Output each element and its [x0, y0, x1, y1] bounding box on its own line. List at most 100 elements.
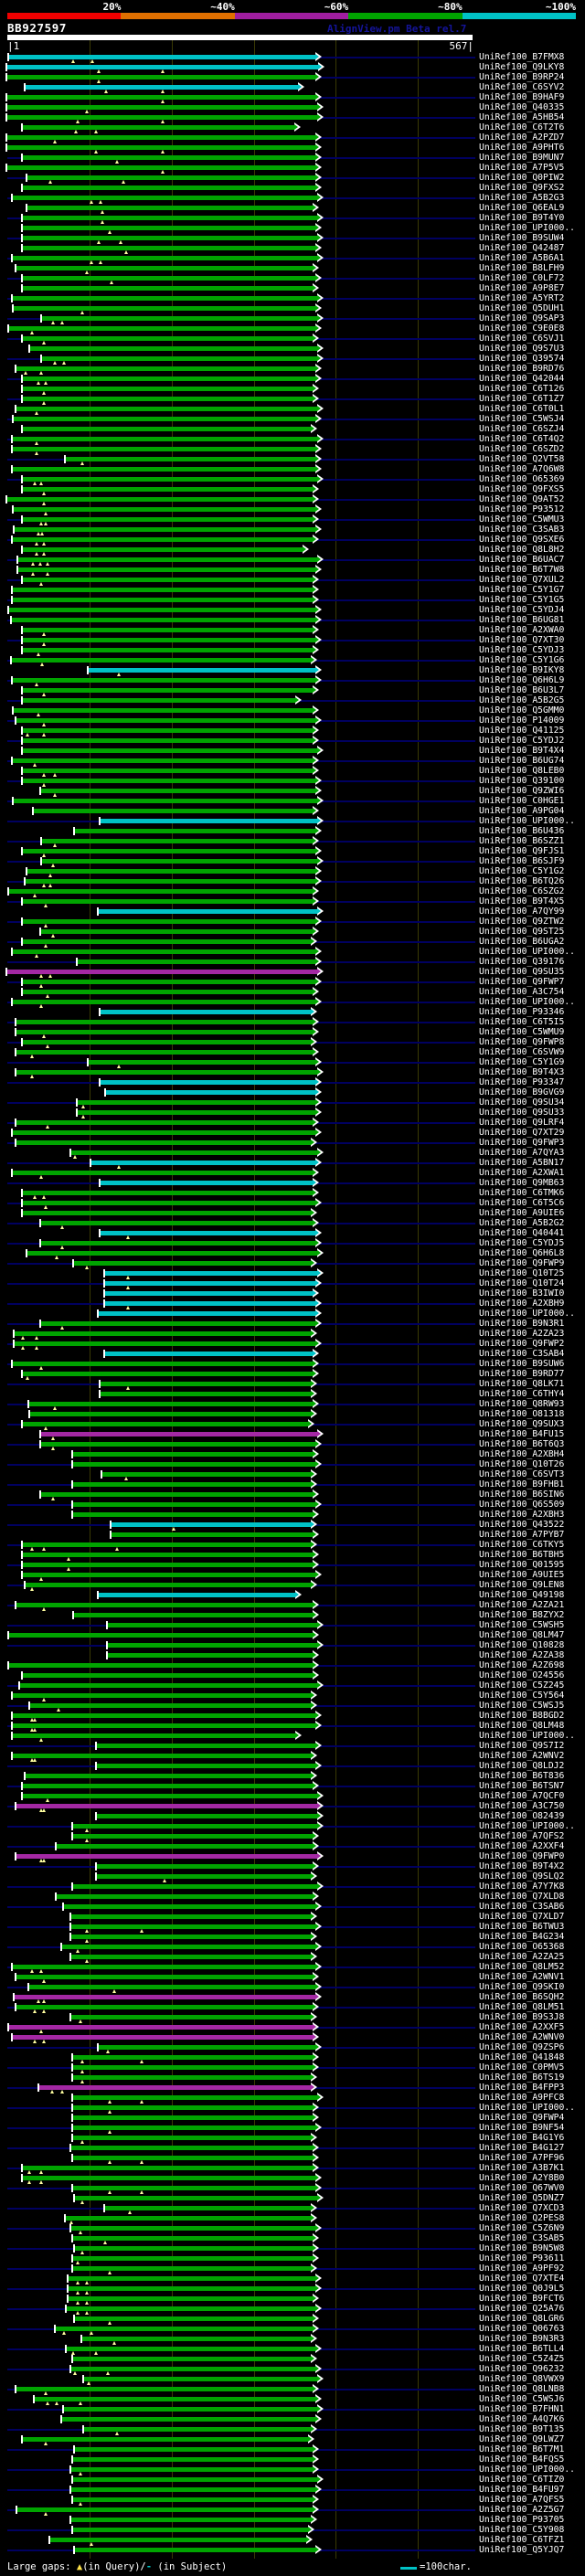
subject-label[interactable]: UniRef100_C6THY4: [479, 1389, 565, 1399]
alignment-bar[interactable]: [97, 1764, 315, 1768]
alignment-bar[interactable]: [73, 1834, 313, 1839]
subject-label[interactable]: UniRef100_B9T4X5: [479, 896, 565, 906]
alignment-bar[interactable]: [23, 517, 313, 522]
alignment-bar[interactable]: [13, 949, 315, 954]
subject-label[interactable]: UniRef100_C5YDJ3: [479, 645, 565, 655]
alignment-bar[interactable]: [73, 2266, 311, 2271]
alignment-bar[interactable]: [105, 2206, 311, 2210]
subject-label[interactable]: UniRef100_Q8RW93: [479, 1399, 565, 1409]
subject-label[interactable]: UniRef100_Q9FJS1: [479, 846, 565, 856]
subject-label[interactable]: UniRef100_C5YDJ5: [479, 1238, 565, 1248]
subject-label[interactable]: UniRef100_C6SZJ4: [479, 424, 565, 434]
alignment-bar[interactable]: [71, 2518, 311, 2522]
alignment-bar[interactable]: [13, 1965, 315, 1969]
subject-label[interactable]: UniRef100_Q7XCD3: [479, 2203, 565, 2213]
subject-label[interactable]: UniRef100_C6T5C6: [479, 1198, 565, 1208]
alignment-bar[interactable]: [42, 859, 317, 864]
alignment-bar[interactable]: [23, 276, 315, 281]
subject-label[interactable]: UniRef100_Q9SU33: [479, 1108, 565, 1118]
alignment-bar[interactable]: [82, 2337, 311, 2341]
subject-label[interactable]: UniRef100_A2WNV1: [479, 1972, 565, 1982]
alignment-bar[interactable]: [30, 346, 317, 351]
alignment-bar[interactable]: [23, 186, 315, 190]
subject-label[interactable]: UniRef100_C6SVW9: [479, 1047, 565, 1057]
alignment-bar[interactable]: [13, 1130, 315, 1135]
subject-label[interactable]: UniRef100_C6SVT3: [479, 1469, 565, 1479]
subject-label[interactable]: UniRef100_Q8LM51: [479, 2002, 565, 2012]
subject-label[interactable]: UniRef100_Q9SU35: [479, 967, 565, 977]
alignment-bar[interactable]: [97, 1874, 311, 1879]
alignment-bar[interactable]: [23, 779, 315, 783]
subject-label[interactable]: UniRef100_A7QFS2: [479, 1831, 565, 1841]
alignment-bar[interactable]: [105, 1352, 313, 1356]
subject-label[interactable]: UniRef100_B6TBH5: [479, 1550, 565, 1560]
subject-label[interactable]: UniRef100_O65368: [479, 1942, 565, 1952]
alignment-bar[interactable]: [9, 608, 315, 612]
subject-label[interactable]: UniRef100_C6T1Z7: [479, 394, 565, 404]
subject-label[interactable]: UniRef100_A5HB54: [479, 112, 565, 122]
alignment-bar[interactable]: [13, 1733, 295, 1738]
subject-label[interactable]: UniRef100_Q9S7U3: [479, 344, 565, 354]
subject-label[interactable]: UniRef100_C5WMU9: [479, 1027, 565, 1037]
alignment-bar[interactable]: [16, 266, 313, 270]
alignment-bar[interactable]: [16, 1854, 317, 1859]
subject-label[interactable]: UniRef100_A2XWA1: [479, 1168, 565, 1178]
subject-label[interactable]: UniRef100_Q9LWZ7: [479, 2434, 565, 2444]
alignment-bar[interactable]: [101, 819, 317, 823]
subject-label[interactable]: UniRef100_Q43522: [479, 1520, 565, 1530]
subject-label[interactable]: UniRef100_B6T6Q3: [479, 1439, 565, 1449]
subject-label[interactable]: UniRef100_O81318: [479, 1409, 565, 1419]
subject-label[interactable]: UniRef100_Q8LM52: [479, 1962, 565, 1972]
alignment-bar[interactable]: [13, 1171, 313, 1175]
alignment-bar[interactable]: [13, 296, 317, 301]
alignment-bar[interactable]: [23, 849, 315, 853]
alignment-bar[interactable]: [23, 1372, 313, 1376]
subject-label[interactable]: UniRef100_C6SZG2: [479, 886, 565, 896]
subject-label[interactable]: UniRef100_Q7XT29: [479, 1128, 565, 1138]
alignment-bar[interactable]: [13, 437, 317, 441]
alignment-bar[interactable]: [7, 165, 315, 170]
alignment-bar[interactable]: [73, 2065, 313, 2070]
alignment-bar[interactable]: [14, 708, 313, 713]
subject-label[interactable]: UniRef100_Q9FWP8: [479, 1037, 565, 1047]
subject-label[interactable]: UniRef100_C6T5I5: [479, 1017, 565, 1027]
subject-label[interactable]: UniRef100_B6T7W8: [479, 565, 565, 575]
subject-label[interactable]: UniRef100_Q7XUL2: [479, 575, 565, 585]
alignment-bar[interactable]: [73, 1452, 313, 1457]
subject-label[interactable]: UniRef100_Q39574: [479, 354, 565, 364]
subject-label[interactable]: UniRef100_Q40441: [479, 1228, 565, 1238]
alignment-bar[interactable]: [108, 1653, 313, 1658]
subject-label[interactable]: UniRef100_A9PHT6: [479, 143, 565, 153]
subject-label[interactable]: UniRef100_A2ZA23: [479, 1329, 565, 1339]
subject-label[interactable]: UniRef100_UPI000..: [479, 947, 575, 957]
subject-label[interactable]: UniRef100_Q9FWP9: [479, 1258, 565, 1268]
alignment-bar[interactable]: [69, 2286, 315, 2291]
alignment-bar[interactable]: [73, 2156, 313, 2160]
subject-label[interactable]: UniRef100_A5B2G2: [479, 1218, 565, 1228]
subject-label[interactable]: UniRef100_Q8VWX9: [479, 2374, 565, 2384]
alignment-bar[interactable]: [27, 1251, 317, 1256]
subject-label[interactable]: UniRef100_C5Z245: [479, 1680, 565, 1691]
subject-label[interactable]: UniRef100_C6TKY5: [479, 1540, 565, 1550]
alignment-bar[interactable]: [16, 407, 317, 411]
subject-label[interactable]: UniRef100_Q8LDJ2: [479, 1761, 565, 1771]
subject-label[interactable]: UniRef100_A2XBH4: [479, 1449, 565, 1459]
subject-label[interactable]: UniRef100_A3C750: [479, 1801, 565, 1811]
subject-label[interactable]: UniRef100_C6SZD2: [479, 444, 565, 454]
alignment-bar[interactable]: [84, 2427, 311, 2432]
subject-label[interactable]: UniRef100_O65369: [479, 474, 565, 484]
subject-label[interactable]: UniRef100_B6SQH2: [479, 1992, 565, 2002]
alignment-bar[interactable]: [13, 1362, 313, 1366]
subject-label[interactable]: UniRef100_C5Z4Z5: [479, 2354, 565, 2364]
alignment-bar[interactable]: [26, 1583, 311, 1587]
alignment-bar[interactable]: [73, 2497, 313, 2502]
subject-label[interactable]: UniRef100_A9UIE5: [479, 1570, 565, 1580]
subject-label[interactable]: UniRef100_UPI000..: [479, 1309, 575, 1319]
subject-label[interactable]: UniRef100_Q42487: [479, 243, 565, 253]
alignment-bar[interactable]: [23, 387, 313, 391]
alignment-bar[interactable]: [23, 226, 315, 230]
alignment-bar[interactable]: [112, 1532, 313, 1537]
alignment-bar[interactable]: [18, 557, 317, 562]
subject-label[interactable]: UniRef100_C5WMU3: [479, 514, 565, 525]
alignment-bar[interactable]: [73, 2477, 317, 2482]
